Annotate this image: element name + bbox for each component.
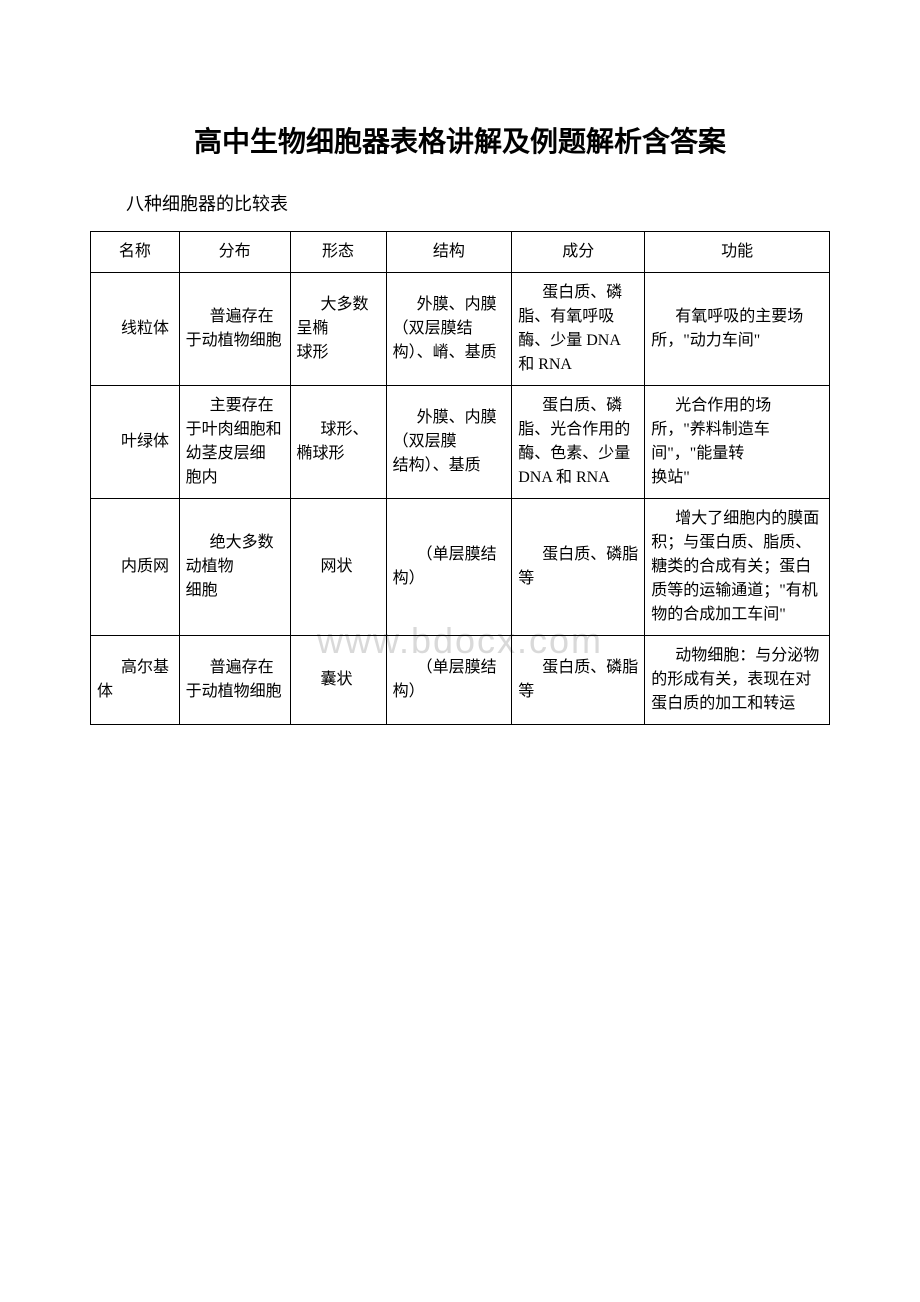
cell-name: 线粒体 (91, 273, 180, 386)
organelle-table: 名称 分布 形态 结构 成分 功能 线粒体 普遍存在于动植物细胞 大多数呈椭球形… (90, 231, 830, 725)
cell-structure: （单层膜结构） (386, 636, 512, 725)
cell-name: 内质网 (91, 499, 180, 636)
cell-distribution: 主要存在于叶肉细胞和幼茎皮层细胞内 (179, 386, 290, 499)
cell-function: 增大了细胞内的膜面积；与蛋白质、脂质、糖类的合成有关；蛋白质等的运输通道；"有机… (645, 499, 830, 636)
header-function: 功能 (645, 232, 830, 273)
cell-composition: 蛋白质、磷脂、有氧呼吸酶、少量 DNA 和 RNA (512, 273, 645, 386)
cell-shape: 囊状 (290, 636, 386, 725)
table-header-row: 名称 分布 形态 结构 成分 功能 (91, 232, 830, 273)
cell-structure: （单层膜结构） (386, 499, 512, 636)
cell-function: 光合作用的场所，"养料制造车间"，"能量转换站" (645, 386, 830, 499)
cell-composition: 蛋白质、磷脂等 (512, 636, 645, 725)
cell-distribution: 普遍存在于动植物细胞 (179, 273, 290, 386)
cell-shape: 球形、椭球形 (290, 386, 386, 499)
cell-shape: 大多数呈椭球形 (290, 273, 386, 386)
cell-name: 高尔基体 (91, 636, 180, 725)
cell-distribution: 绝大多数动植物细胞 (179, 499, 290, 636)
page-title: 高中生物细胞器表格讲解及例题解析含答案 (90, 120, 830, 160)
table-row: 高尔基体 普遍存在于动植物细胞 囊状 （单层膜结构） 蛋白质、磷脂等 动物细胞：… (91, 636, 830, 725)
table-row: 线粒体 普遍存在于动植物细胞 大多数呈椭球形 外膜、内膜（双层膜结构）、嵴、基质… (91, 273, 830, 386)
cell-function: 有氧呼吸的主要场所，"动力车间" (645, 273, 830, 386)
cell-function: 动物细胞：与分泌物的形成有关，表现在对蛋白质的加工和转运 (645, 636, 830, 725)
header-composition: 成分 (512, 232, 645, 273)
cell-structure: 外膜、内膜（双层膜结构）、基质 (386, 386, 512, 499)
header-distribution: 分布 (179, 232, 290, 273)
header-structure: 结构 (386, 232, 512, 273)
cell-composition: 蛋白质、磷脂、光合作用的酶、色素、少量 DNA 和 RNA (512, 386, 645, 499)
cell-structure: 外膜、内膜（双层膜结构）、嵴、基质 (386, 273, 512, 386)
header-name: 名称 (91, 232, 180, 273)
cell-name: 叶绿体 (91, 386, 180, 499)
table-wrapper: 名称 分布 形态 结构 成分 功能 线粒体 普遍存在于动植物细胞 大多数呈椭球形… (90, 231, 830, 725)
cell-composition: 蛋白质、磷脂等 (512, 499, 645, 636)
cell-distribution: 普遍存在于动植物细胞 (179, 636, 290, 725)
page-subtitle: 八种细胞器的比较表 (90, 190, 830, 216)
header-shape: 形态 (290, 232, 386, 273)
cell-shape: 网状 (290, 499, 386, 636)
table-row: 内质网 绝大多数动植物细胞 网状 （单层膜结构） 蛋白质、磷脂等 增大了细胞内的… (91, 499, 830, 636)
table-row: 叶绿体 主要存在于叶肉细胞和幼茎皮层细胞内 球形、椭球形 外膜、内膜（双层膜结构… (91, 386, 830, 499)
